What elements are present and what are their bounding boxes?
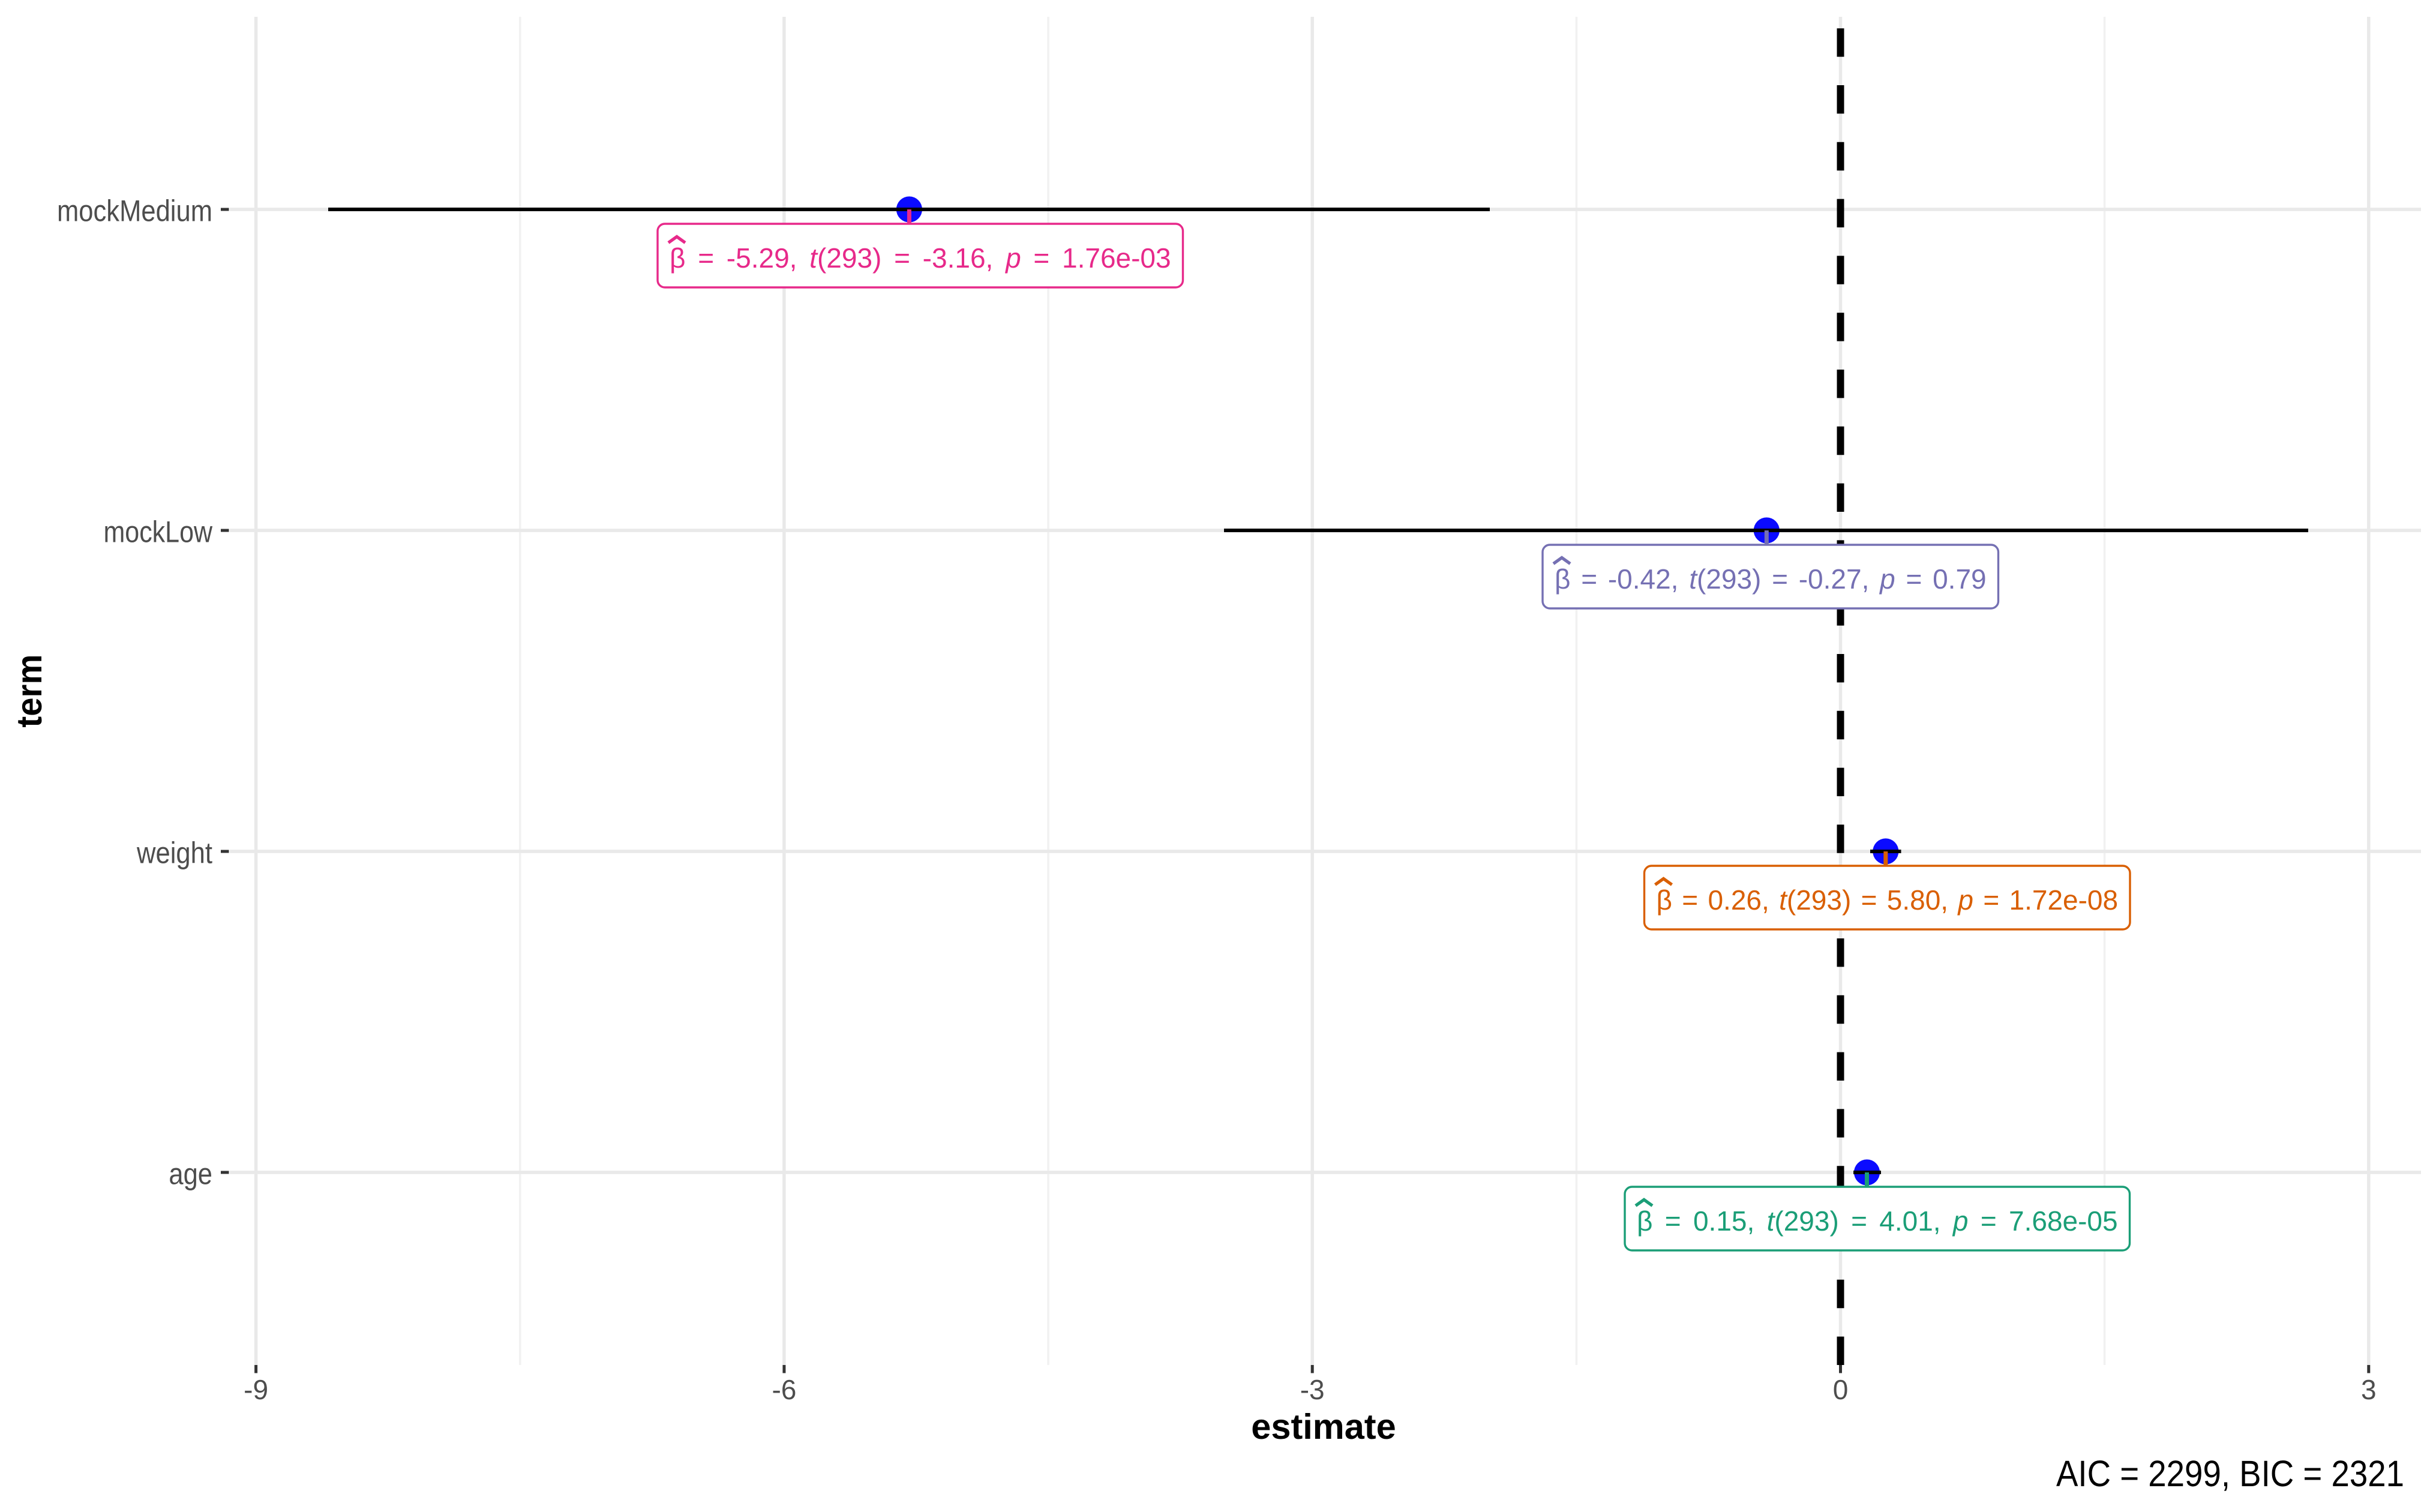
svg-text:AIC = 2299, BIC = 2321: AIC = 2299, BIC = 2321 <box>2056 1453 2404 1494</box>
svg-text:β = -5.29, t(293) = -3.16, p =: β = -5.29, t(293) = -3.16, p = 1.76e-03 <box>670 242 1171 274</box>
svg-text:β = -0.42, t(293) = -0.27, p =: β = -0.42, t(293) = -0.27, p = 0.79 <box>1555 563 1987 595</box>
svg-text:-3: -3 <box>1300 1374 1325 1405</box>
svg-text:-9: -9 <box>244 1374 268 1405</box>
svg-text:0: 0 <box>1833 1374 1849 1405</box>
svg-text:age: age <box>169 1157 212 1190</box>
svg-text:-6: -6 <box>772 1374 796 1405</box>
svg-text:β = 0.15, t(293) = 4.01, p = 7: β = 0.15, t(293) = 4.01, p = 7.68e-05 <box>1637 1205 2118 1237</box>
svg-text:3: 3 <box>2361 1374 2377 1405</box>
svg-text:mockMedium: mockMedium <box>57 194 212 227</box>
svg-text:β = 0.26, t(293) = 5.80, p = 1: β = 0.26, t(293) = 5.80, p = 1.72e-08 <box>1657 884 2119 916</box>
svg-text:mockLow: mockLow <box>104 515 213 548</box>
svg-text:weight: weight <box>136 836 212 869</box>
svg-text:term: term <box>9 655 49 728</box>
svg-text:estimate: estimate <box>1251 1406 1396 1447</box>
